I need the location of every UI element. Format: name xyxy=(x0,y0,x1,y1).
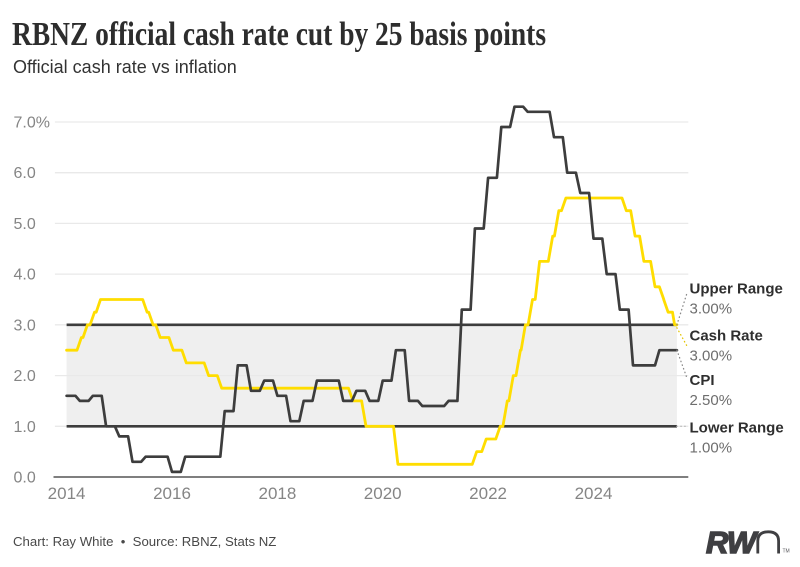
svg-text:6.0: 6.0 xyxy=(14,165,36,182)
svg-text:7.0%: 7.0% xyxy=(14,115,50,132)
svg-text:2.50%: 2.50% xyxy=(690,392,733,409)
svg-text:5.0: 5.0 xyxy=(14,216,36,233)
svg-text:Chart: Ray White • Source: R: Chart: Ray White • Source: RBNZ, Stats N… xyxy=(13,534,276,549)
svg-text:0.0: 0.0 xyxy=(14,470,36,487)
svg-text:2014: 2014 xyxy=(48,484,86,503)
svg-text:1.00%: 1.00% xyxy=(690,440,733,457)
svg-text:3.00%: 3.00% xyxy=(690,348,733,365)
svg-text:Upper Range: Upper Range xyxy=(690,281,783,298)
svg-text:3.00%: 3.00% xyxy=(690,301,733,318)
svg-text:1.0: 1.0 xyxy=(14,419,36,436)
svg-text:Official cash rate vs inflatio: Official cash rate vs inflation xyxy=(13,57,237,77)
svg-text:2020: 2020 xyxy=(364,484,402,503)
svg-text:3.0: 3.0 xyxy=(14,317,36,334)
svg-text:Lower Range: Lower Range xyxy=(690,420,784,437)
svg-text:2024: 2024 xyxy=(575,484,613,503)
svg-text:RBNZ official cash rate cut by: RBNZ official cash rate cut by 25 basis … xyxy=(12,16,546,53)
svg-text:4.0: 4.0 xyxy=(14,267,36,284)
svg-text:Cash Rate: Cash Rate xyxy=(690,328,763,345)
svg-text:TM: TM xyxy=(783,549,790,555)
svg-text:2018: 2018 xyxy=(258,484,296,503)
svg-text:2022: 2022 xyxy=(469,484,507,503)
svg-text:2.0: 2.0 xyxy=(14,368,36,385)
svg-text:RW: RW xyxy=(706,525,759,560)
svg-text:2016: 2016 xyxy=(153,484,191,503)
svg-text:CPI: CPI xyxy=(690,372,715,389)
